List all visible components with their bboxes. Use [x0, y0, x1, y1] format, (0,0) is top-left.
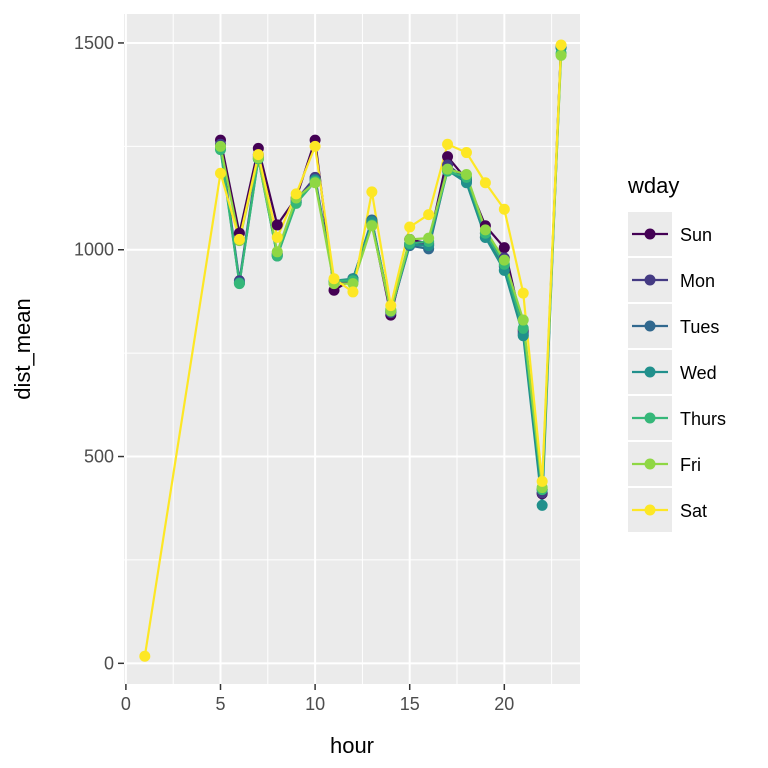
legend-item-sun: Sun: [628, 212, 712, 256]
data-point-wed: [536, 499, 548, 511]
data-point-sat: [290, 188, 302, 200]
data-point-sat: [252, 149, 264, 161]
data-point-fri: [309, 177, 321, 189]
data-point-fri: [555, 49, 567, 61]
legend-item-mon: Mon: [628, 258, 715, 302]
grid-major: [124, 14, 580, 684]
y-tick-label: 1000: [74, 240, 114, 260]
data-point-fri: [498, 254, 510, 266]
data-point-fri: [214, 140, 226, 152]
data-point-sat: [536, 475, 548, 487]
x-tick-label: 5: [215, 694, 225, 714]
legend-key-point: [644, 504, 656, 516]
legend-item-fri: Fri: [628, 442, 701, 486]
axis-ticks: [118, 42, 506, 690]
legend-label: Tues: [680, 317, 719, 337]
data-point-thurs: [517, 322, 529, 334]
data-point-sun: [442, 151, 454, 163]
x-axis-title: hour: [330, 733, 374, 758]
data-point-fri: [479, 224, 491, 236]
legend-item-tues: Tues: [628, 304, 719, 348]
data-point-sat: [442, 138, 454, 150]
legend-label: Sat: [680, 501, 707, 521]
legend-label: Thurs: [680, 409, 726, 429]
data-point-sat: [498, 203, 510, 215]
data-point-sat: [404, 221, 416, 233]
data-point-sat: [555, 39, 567, 51]
data-point-fri: [366, 220, 378, 232]
legend-item-sat: Sat: [628, 488, 707, 532]
data-point-fri: [517, 314, 529, 326]
legend-label: Fri: [680, 455, 701, 475]
data-point-sat: [366, 186, 378, 198]
y-tick-label: 1500: [74, 33, 114, 53]
legend-key-point: [644, 366, 656, 378]
data-point-fri: [460, 168, 472, 180]
data-point-sun: [271, 219, 283, 231]
x-tick-label: 10: [305, 694, 325, 714]
legend-key-point: [644, 412, 656, 424]
x-tick-label: 20: [494, 694, 514, 714]
data-point-sat: [271, 231, 283, 243]
tick-labels: 0 5 10 15 20 0 500 1000 1500: [74, 33, 514, 714]
x-tick-label: 15: [400, 694, 420, 714]
data-point-fri: [404, 233, 416, 245]
legend-key-point: [644, 458, 656, 470]
legend-label: Wed: [680, 363, 717, 383]
data-point-sat: [517, 287, 529, 299]
legend-key-point: [644, 274, 656, 286]
legend-item-wed: Wed: [628, 350, 717, 394]
y-tick-label: 500: [84, 447, 114, 467]
data-point-fri: [271, 246, 283, 258]
data-point-sat: [309, 140, 321, 152]
y-axis-title: dist_mean: [10, 298, 35, 400]
data-point-sat: [347, 286, 359, 298]
data-point-sat: [214, 167, 226, 179]
x-tick-label: 0: [121, 694, 131, 714]
data-point-fri: [423, 232, 435, 244]
legend-label: Mon: [680, 271, 715, 291]
series-points: [139, 39, 567, 662]
y-tick-label: 0: [104, 653, 114, 673]
legend-item-thurs: Thurs: [628, 396, 726, 440]
data-point-sat: [479, 177, 491, 189]
data-point-sun: [498, 242, 510, 254]
data-point-sat: [139, 650, 151, 662]
data-point-fri: [347, 278, 359, 290]
data-point-fri: [442, 163, 454, 175]
legend: wday Sun Mon Tues Wed Thurs Fri Sat: [627, 173, 726, 532]
data-point-sat: [460, 147, 472, 159]
legend-key-point: [644, 320, 656, 332]
legend-items: Sun Mon Tues Wed Thurs Fri Sat: [628, 212, 726, 532]
legend-key-point: [644, 228, 656, 240]
data-point-sat: [328, 273, 340, 285]
data-point-sat: [385, 300, 397, 312]
legend-label: Sun: [680, 225, 712, 245]
data-point-sat: [233, 233, 245, 245]
data-point-thurs: [233, 278, 245, 290]
data-point-sat: [423, 209, 435, 221]
legend-title: wday: [627, 173, 679, 198]
